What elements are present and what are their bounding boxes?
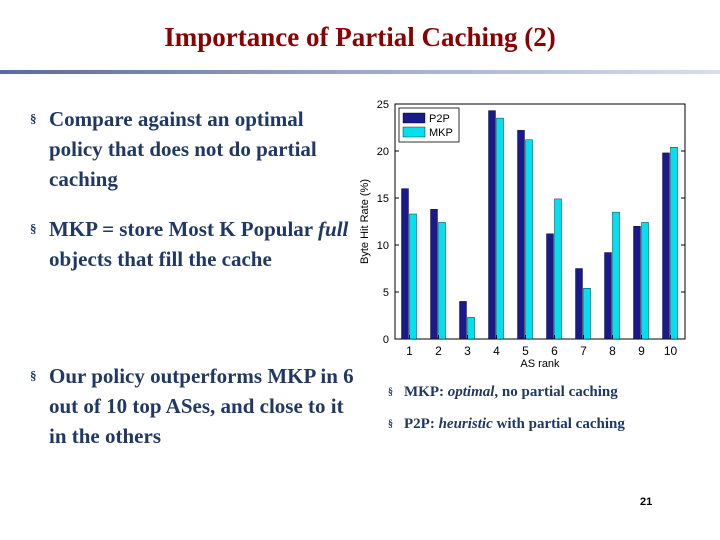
bullet-text-part: objects that fill the cache xyxy=(49,247,272,271)
x-tick-label: 10 xyxy=(664,344,678,358)
x-tick-label: 4 xyxy=(493,344,500,358)
x-tick-label: 5 xyxy=(522,344,529,358)
bar-mkp-9 xyxy=(641,222,649,340)
bar-p2p-4 xyxy=(488,110,496,340)
bar-mkp-7 xyxy=(583,288,591,340)
y-axis-label: Byte Hit Rate (%) xyxy=(359,179,371,264)
note-marker: § xyxy=(388,387,393,398)
bar-p2p-6 xyxy=(546,233,554,340)
note-text-part: , no partial caching xyxy=(494,384,618,400)
bullet-mkp-definition: § MKP = store Most K Popular full object… xyxy=(30,214,354,274)
title-underline xyxy=(0,70,720,74)
bar-p2p-9 xyxy=(633,225,641,340)
x-tick-label: 9 xyxy=(638,344,645,358)
chart-notes: § MKP: optimal, no partial caching § P2P… xyxy=(388,384,625,448)
note-text-part: P2P: xyxy=(404,416,439,432)
bar-p2p-7 xyxy=(575,268,583,340)
y-tick-label: 0 xyxy=(383,334,389,346)
bullet-compare: § Compare against an optimal policy that… xyxy=(30,104,354,194)
bullet-text: Compare against an optimal policy that d… xyxy=(49,107,317,191)
note-text-emphasis: optimal xyxy=(447,384,495,400)
bar-mkp-2 xyxy=(438,222,446,340)
x-tick-label: 1 xyxy=(406,344,413,358)
bar-mkp-4 xyxy=(496,117,504,340)
note-text-emphasis: heuristic xyxy=(438,416,493,432)
legend-label-p2p: P2P xyxy=(429,113,450,125)
bullet-marker: § xyxy=(30,221,37,236)
bar-mkp-10 xyxy=(670,147,678,340)
bar-mkp-8 xyxy=(612,211,620,340)
bullet-text-emphasis: full xyxy=(318,217,349,241)
x-tick-label: 8 xyxy=(609,344,616,358)
x-tick-label: 3 xyxy=(464,344,471,358)
bullet-outperforms: § Our policy outperforms MKP in 6 out of… xyxy=(30,361,354,451)
bar-p2p-8 xyxy=(604,252,612,340)
x-axis-label: AS rank xyxy=(520,358,560,370)
legend-label-mkp: MKP xyxy=(429,127,453,139)
x-tick-label: 7 xyxy=(580,344,587,358)
x-tick-label: 2 xyxy=(435,344,442,358)
note-text-part: with partial caching xyxy=(492,416,625,432)
bullet-marker: § xyxy=(30,111,37,126)
legend-swatch-p2p xyxy=(402,112,426,124)
bar-p2p-10 xyxy=(662,152,670,340)
x-tick-label: 6 xyxy=(551,344,558,358)
note-mkp: § MKP: optimal, no partial caching xyxy=(388,384,625,416)
y-tick-label: 5 xyxy=(383,287,389,299)
bullet-text: Our policy outperforms MKP in 6 out of 1… xyxy=(49,364,354,448)
bullet-text-part: MKP = store Most K Popular xyxy=(49,217,319,241)
y-tick-label: 20 xyxy=(377,146,389,158)
byte-hit-rate-bar-chart: 0 5 10 15 20 25 1 2 3 4 5 6 7 8 9 10 AS rank Byte Hit Rat… xyxy=(359,99,686,370)
note-p2p: § P2P: heuristic with partial caching xyxy=(388,416,625,448)
bar-p2p-3 xyxy=(459,301,467,340)
bar-p2p-1 xyxy=(401,188,409,340)
bar-mkp-3 xyxy=(467,317,475,340)
bar-mkp-1 xyxy=(409,213,417,340)
legend-swatch-mkp xyxy=(402,126,426,138)
bar-p2p-5 xyxy=(517,130,525,340)
page-number: 21 xyxy=(640,496,653,508)
note-text-part: MKP: xyxy=(404,384,448,400)
bar-mkp-6 xyxy=(554,198,562,340)
y-tick-label: 15 xyxy=(377,193,389,205)
note-text: P2P: heuristic with partial caching xyxy=(404,416,625,432)
slide-title: Importance of Partial Caching (2) xyxy=(164,22,556,52)
bullet-text: MKP = store Most K Popular full objects … xyxy=(49,214,354,274)
note-text: MKP: optimal, no partial caching xyxy=(404,384,618,400)
bar-p2p-2 xyxy=(430,209,438,340)
y-tick-label: 25 xyxy=(377,99,389,111)
note-marker: § xyxy=(388,419,393,430)
bullet-marker: § xyxy=(30,368,37,383)
y-tick-label: 10 xyxy=(377,240,389,252)
bar-mkp-5 xyxy=(525,139,533,340)
